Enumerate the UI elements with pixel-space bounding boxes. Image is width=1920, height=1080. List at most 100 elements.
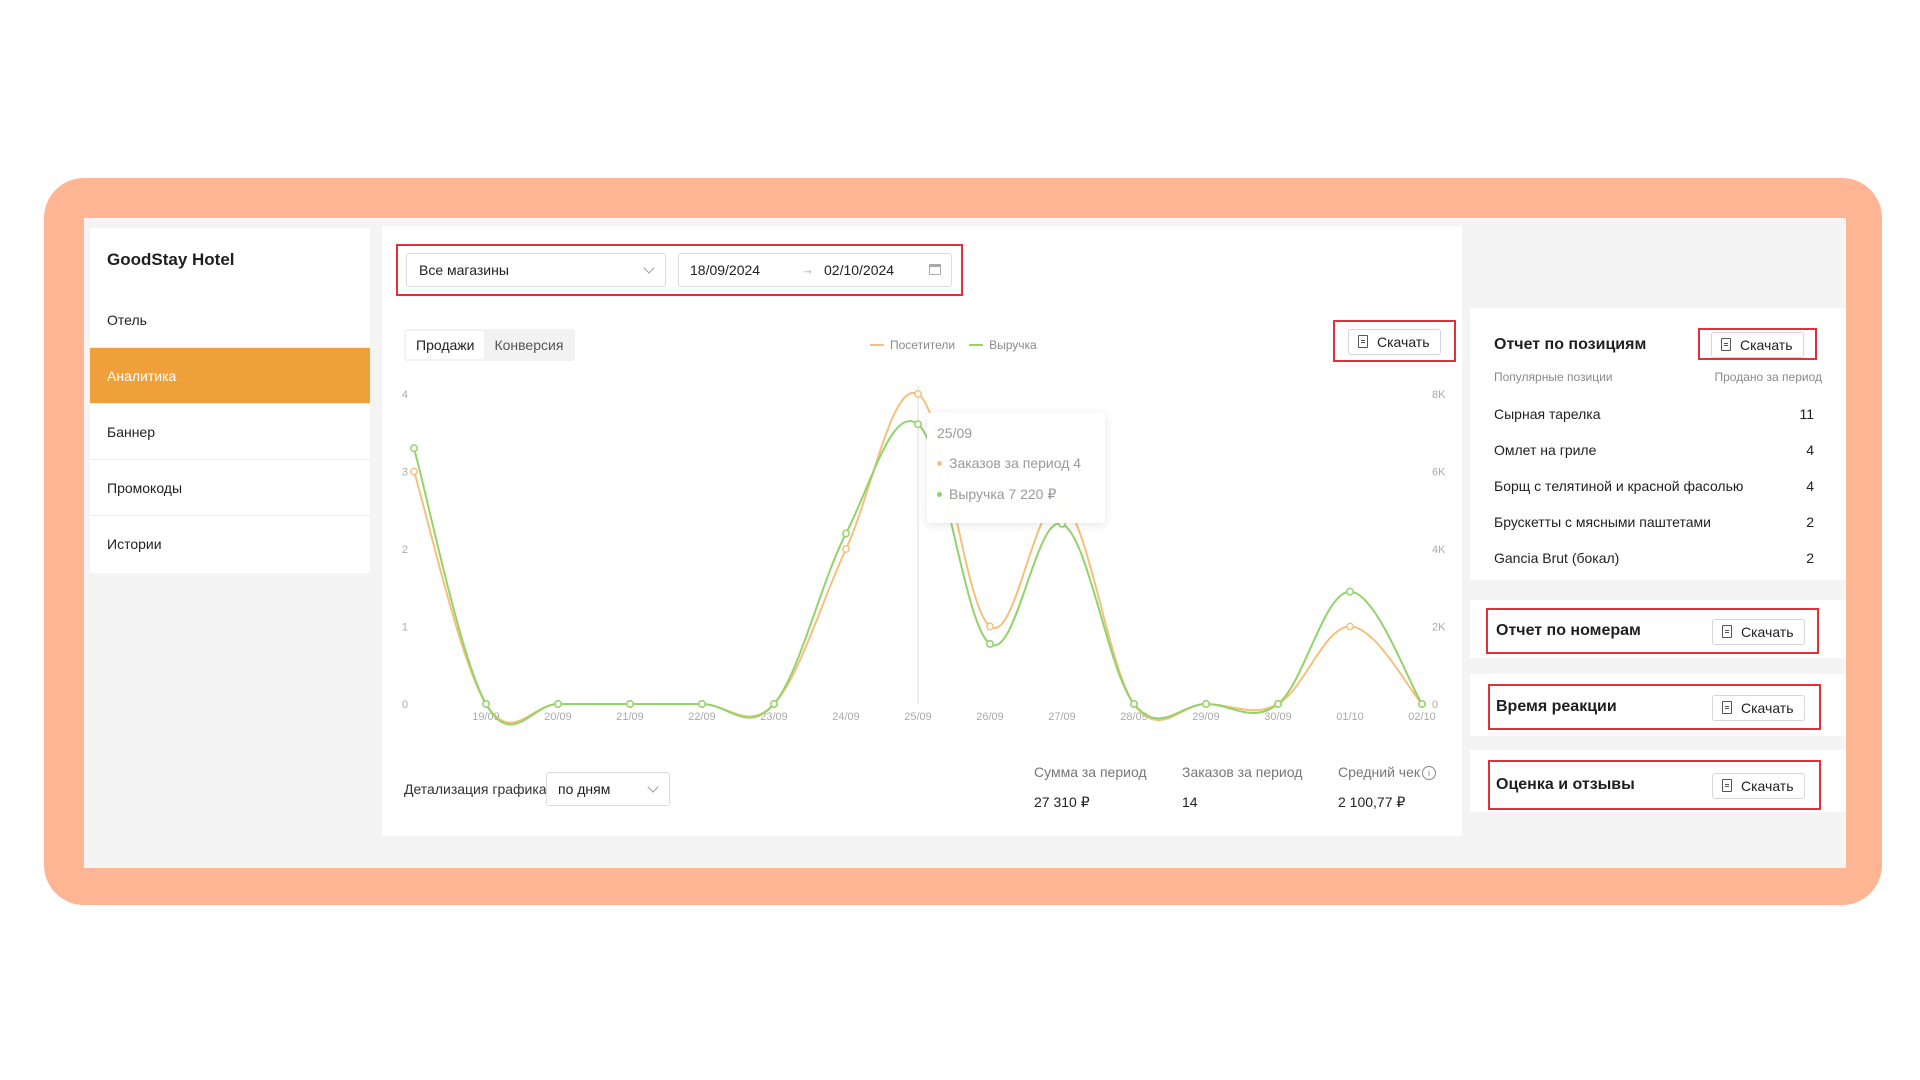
data-point [914,420,922,429]
y-right-tick-label: 4K [1432,544,1446,556]
rooms-report-card: Отчет по номерам Скачать [1470,600,1846,658]
chart-tooltip: 25/09 Заказов за период 4 Выручка 7 220 … [927,413,1105,523]
tooltip-row-orders: Заказов за период 4 [937,455,1081,471]
positions-report-title: Отчет по позициям [1494,336,1647,353]
arrow-right-icon: → [801,262,814,277]
stat-value: 27 310 ₽ [1034,794,1090,810]
data-point [1130,700,1138,708]
rooms-download-button[interactable]: Скачать [1712,619,1805,645]
detail-select-value: по дням [558,781,611,797]
positions-download-highlight: Скачать [1698,328,1817,360]
stat-label: Средний чек [1338,764,1421,780]
position-qty: 11 [1799,406,1814,422]
positions-download-button[interactable]: Скачать [1711,332,1804,358]
data-point [986,622,994,631]
table-row: Gancia Brut (бокал) 2 [1494,550,1814,566]
y-left-tick-label: 3 [402,467,408,479]
chart-legend: Посетители Выручка [870,338,1037,352]
file-icon [1722,779,1732,792]
reports-panel: Отчет по позициям Скачать Популярные поз… [1470,308,1846,838]
chart-tabs: Продажи Конверсия [404,329,576,361]
download-label: Скачать [1741,700,1794,716]
reviews-download-button[interactable]: Скачать [1712,773,1805,799]
detail-select[interactable]: по дням [546,772,670,806]
sidebar-item-analytics[interactable]: Аналитика [90,348,370,404]
x-tick-label: 27/09 [1048,711,1076,723]
date-from[interactable]: 18/09/2024 [690,262,761,278]
file-icon [1721,338,1731,351]
y-right-tick-label: 2K [1432,622,1446,634]
position-name: Gancia Brut (бокал) [1494,550,1620,566]
info-icon[interactable]: i [1422,766,1437,780]
reaction-download-button[interactable]: Скачать [1712,695,1805,721]
stat-sum: Сумма за период 27 310 ₽ [1034,764,1147,811]
legend-label: Выручка [989,338,1037,352]
position-name: Сырная тарелка [1494,406,1601,422]
tooltip-dot [937,460,942,466]
x-tick-label: 25/09 [904,711,932,723]
date-to[interactable]: 02/10/2024 [824,262,895,278]
y-right-tick-label: 0 [1432,699,1438,711]
stat-label-wrap: Средний чек i [1338,764,1437,780]
data-point [914,390,922,398]
sidebar-item-hotel[interactable]: Отель [90,292,370,348]
sidebar-item-stories[interactable]: Истории [90,516,370,572]
tab-sales[interactable]: Продажи [406,331,485,359]
data-point [626,700,634,708]
positions-col-right: Продано за период [1714,370,1823,384]
position-qty: 4 [1806,478,1814,494]
app-window: GoodStay Hotel Отель Аналитика Баннер Пр… [84,218,1846,868]
reaction-time-highlight: Время реакции Скачать [1488,684,1821,730]
x-tick-label: 01/10 [1336,711,1364,723]
file-icon [1358,335,1368,348]
data-point [842,529,850,538]
y-left-tick-label: 0 [402,699,408,711]
download-label: Скачать [1741,778,1794,794]
tooltip-revenue: Выручка 7 220 ₽ [949,486,1057,502]
chevron-down-icon [647,781,659,793]
filters-highlight: Все магазины 18/09/2024 → 02/10/2024 [396,244,963,296]
download-label: Скачать [1741,624,1794,640]
brand-title: GoodStay Hotel [107,250,235,269]
file-icon [1722,625,1732,638]
reviews-report-highlight: Оценка и отзывы Скачать [1488,760,1821,810]
data-point [410,444,418,453]
rooms-report-title: Отчет по номерам [1496,622,1641,639]
stat-value: 2 100,77 ₽ [1338,794,1406,810]
chevron-down-icon [643,262,655,274]
data-point [1346,622,1354,631]
tab-conversion[interactable]: Конверсия [494,337,564,353]
chart-download-button[interactable]: Скачать [1348,329,1441,355]
table-row: Брускетты с мясными паштетами 2 [1494,514,1814,530]
position-qty: 2 [1806,514,1814,530]
y-right-tick-label: 8K [1432,389,1446,401]
legend-label: Посетители [890,338,956,352]
x-tick-label: 20/09 [544,711,572,723]
sidebar-item-promocodes[interactable]: Промокоды [90,460,370,516]
file-icon [1722,701,1732,714]
date-range-picker[interactable]: 18/09/2024 → 02/10/2024 [678,253,952,287]
tooltip-orders: Заказов за период 4 [949,455,1082,471]
position-name: Борщ с телятиной и красной фасолью [1494,478,1744,494]
data-point [1346,587,1354,596]
x-tick-label: 29/09 [1192,711,1220,723]
legend-item-visitors[interactable]: Посетители [870,338,955,352]
data-point [1274,700,1282,708]
store-select[interactable]: Все магазины [406,253,666,287]
stat-label: Заказов за период [1182,764,1303,780]
legend-swatch [969,344,984,346]
legend-item-revenue[interactable]: Выручка [969,338,1037,352]
table-row: Омлет на гриле 4 [1494,442,1814,458]
chart-download-highlight: Скачать [1333,320,1456,362]
data-point [1418,700,1426,708]
y-right-tick-label: 6K [1432,467,1446,479]
x-tick-label: 26/09 [976,711,1004,723]
sidebar-item-banner[interactable]: Баннер [90,404,370,460]
data-point [554,700,562,708]
tooltip-row-revenue: Выручка 7 220 ₽ [937,486,1056,503]
y-left-tick-label: 4 [402,389,408,401]
calendar-icon[interactable] [929,264,941,275]
data-point [482,700,490,708]
rooms-report-highlight: Отчет по номерам Скачать [1486,608,1819,654]
